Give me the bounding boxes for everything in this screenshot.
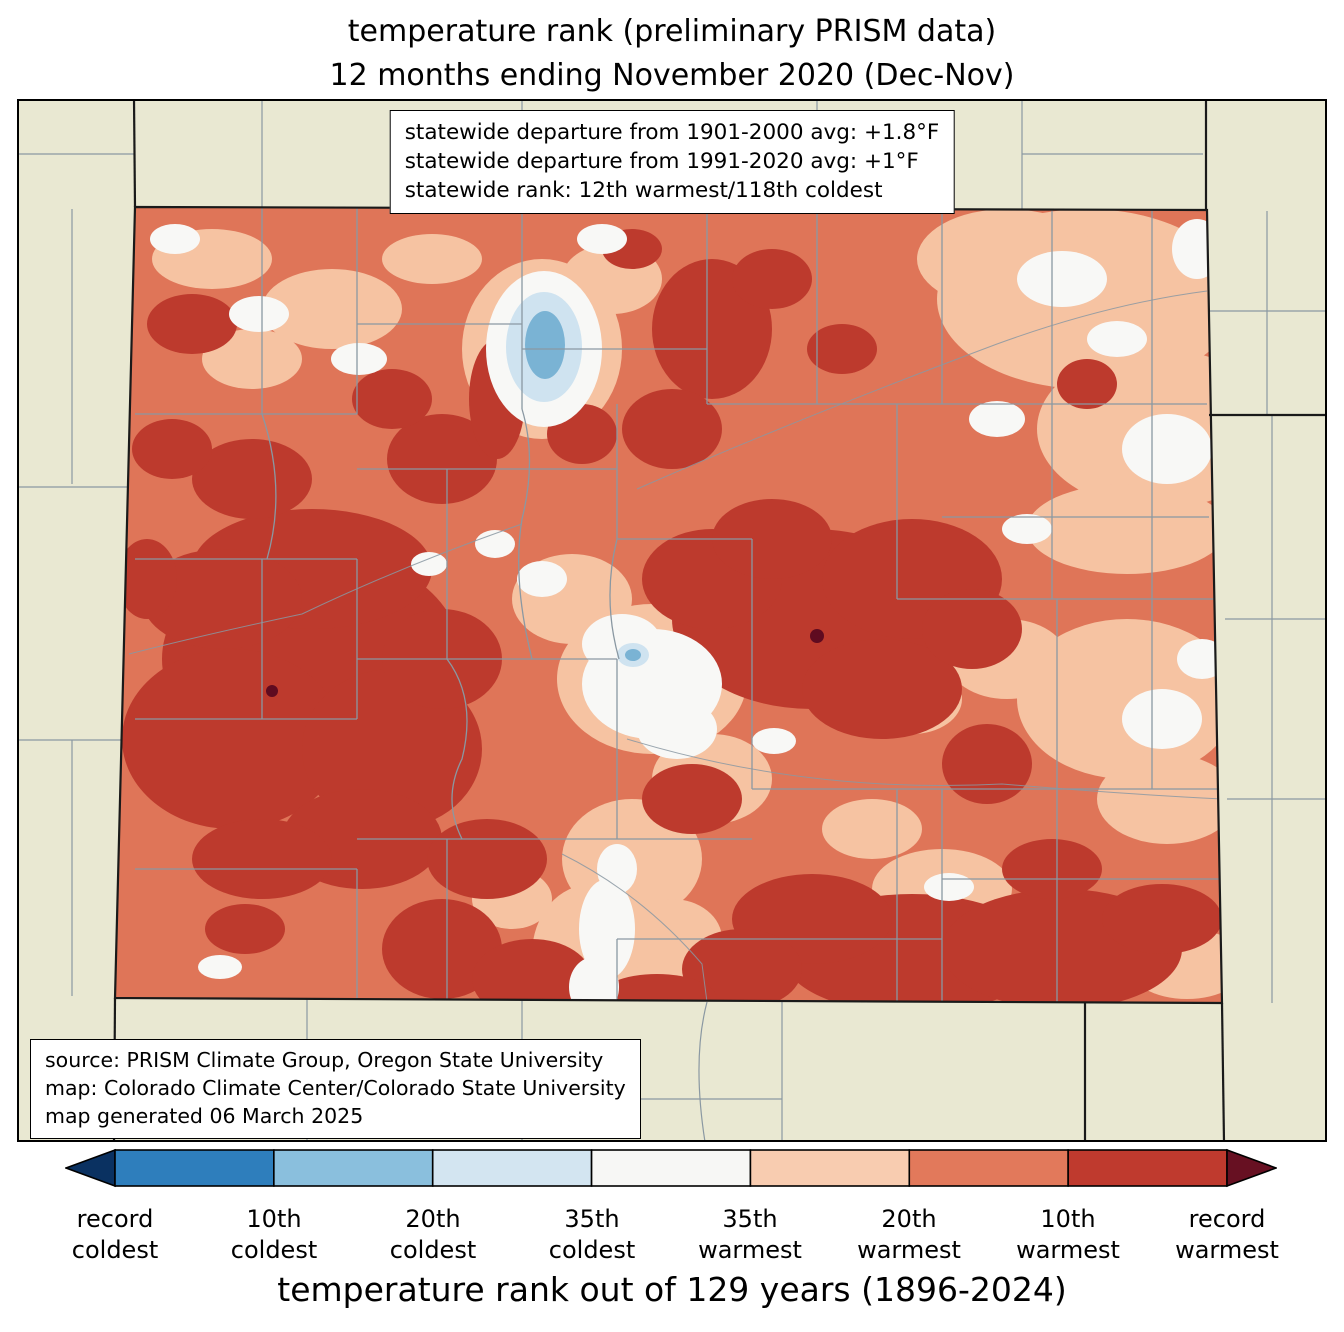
- stats-line-rank: statewide rank: 12th warmest/118th colde…: [404, 178, 883, 204]
- colorbar-segment-near-normal: [590, 1149, 752, 1187]
- colorbar-arrow-record-coldest: [65, 1148, 116, 1188]
- rank-fill-record-warmest: [266, 629, 824, 697]
- colorbar-segment-10th-coldest: [114, 1149, 275, 1187]
- source-line: source: PRISM Climate Group, Oregon Stat…: [45, 1048, 604, 1072]
- source-credit-box: source: PRISM Climate Group, Oregon Stat…: [30, 1039, 641, 1139]
- figure-title-line1: temperature rank (preliminary PRISM data…: [347, 14, 997, 49]
- colorbar-label-record-warmest: record warmest: [1175, 1205, 1279, 1265]
- map-credit-line: map: Colorado Climate Center/Colorado St…: [45, 1075, 626, 1100]
- colorbar-segment-20th-warmest: [908, 1149, 1069, 1187]
- colorado-fill-layers: [115, 207, 1222, 1003]
- colorbar-arrow-record-warmest: [1226, 1148, 1277, 1188]
- colorbar-segment-35th-warmest: [749, 1149, 911, 1187]
- colorbar-title: temperature rank out of 129 years (1896-…: [277, 1270, 1067, 1309]
- rank-fill-20th-coldest: [525, 311, 641, 661]
- colorbar-label-20th-coldest: 20th coldest: [389, 1205, 477, 1265]
- plot-frame: [17, 99, 1327, 1142]
- colorado-temperature-rank-map: [17, 99, 1327, 1142]
- stats-line-1991-2020: statewide departure from 1991-2020 avg: …: [404, 149, 919, 175]
- colorbar-label-20th-warmest: 20th warmest: [857, 1205, 961, 1265]
- colorbar-label-10th-warmest: 10th warmest: [1016, 1205, 1120, 1265]
- generated-date-line: map generated 06 March 2025: [45, 1103, 364, 1128]
- colorbar-label-10th-coldest: 10th coldest: [230, 1205, 318, 1265]
- colorbar-label-record-coldest: record coldest: [71, 1205, 159, 1265]
- figure-title-line2: 12 months ending November 2020 (Dec-Nov): [329, 57, 1015, 93]
- colorbar-label-35th-warmest: 35th warmest: [698, 1205, 802, 1265]
- figure-title: temperature rank (preliminary PRISM data…: [0, 0, 1344, 97]
- colorbar-label-35th-coldest: 35th coldest: [548, 1205, 636, 1265]
- colorbar-segment-10th-warmest: [1067, 1149, 1228, 1187]
- statewide-stats-box: statewide departure from 1901-2000 avg: …: [389, 110, 955, 214]
- colorado-county-lines: [135, 207, 1220, 1003]
- colorbar-segment-20th-coldest: [273, 1149, 434, 1187]
- colorbar: [65, 1148, 1277, 1188]
- colorbar-segment-35th-coldest: [431, 1149, 593, 1187]
- river-lines: [128, 290, 1222, 1003]
- stats-line-1901-2000: statewide departure from 1901-2000 avg: …: [404, 120, 940, 145]
- map-panel: statewide departure from 1901-2000 avg: …: [17, 99, 1327, 1142]
- colorbar-legend: record coldest 10th coldest 20th coldest 35…: [0, 1142, 1344, 1332]
